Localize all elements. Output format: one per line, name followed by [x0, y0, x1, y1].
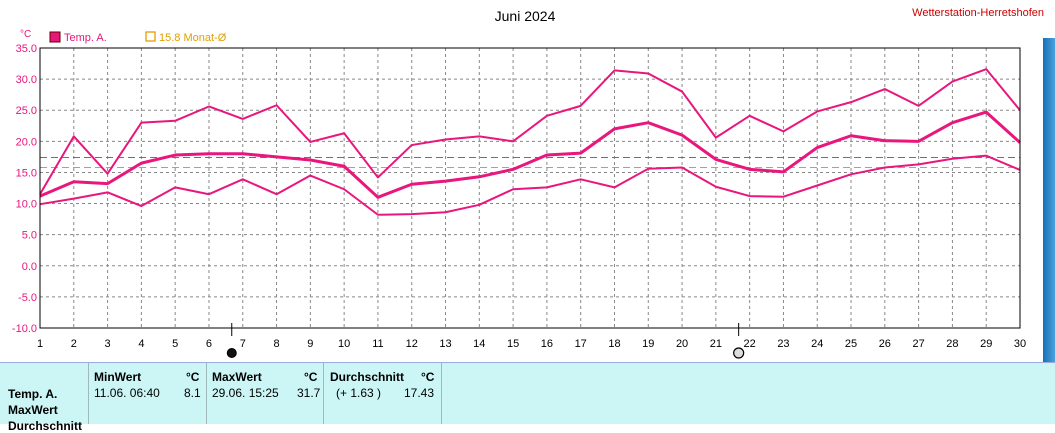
panel-divider [88, 363, 89, 424]
legend-series-label: Temp. A. [64, 32, 107, 44]
min-value: 8.1 [184, 386, 201, 400]
min-header: MinWert [94, 370, 142, 384]
series-lines [39, 68, 1022, 216]
x-tick-label: 11 [372, 338, 383, 350]
x-tick-label: 21 [710, 338, 722, 350]
panel-divider [323, 363, 324, 424]
panel-divider [206, 363, 207, 424]
y-tick-label: 15.0 [16, 167, 37, 179]
tick-labels: 35.030.025.020.015.010.05.00.0-5.0-10.01… [12, 43, 1026, 350]
y-tick-label: 10.0 [16, 199, 37, 211]
max-header: MaxWert [212, 370, 262, 384]
row-label-temp: Temp. A. [8, 387, 58, 401]
series-max-line [39, 68, 1021, 195]
x-tick-label: 18 [608, 338, 620, 350]
temperature-chart: 35.030.025.020.015.010.05.00.0-5.0-10.01… [12, 7, 1044, 359]
statistics-panel: Temp. A. MaxWert Durchschnitt MinWert °C… [0, 362, 1055, 433]
avg-value: 17.43 [404, 386, 435, 400]
x-tick-label: 1 [37, 338, 43, 350]
avg-diff: (+ 1.63 ) [336, 386, 382, 400]
series-min-line [39, 154, 1021, 216]
x-tick-label: 5 [172, 338, 178, 350]
y-tick-label: 25.0 [16, 105, 37, 117]
max-value: 31.7 [297, 386, 321, 400]
min-datetime: 11.06. 06:40 [94, 386, 160, 400]
y-tick-label: 35.0 [16, 43, 37, 55]
x-tick-label: 7 [240, 338, 246, 350]
chart-title: Juni 2024 [495, 8, 556, 24]
x-tick-label: 10 [338, 338, 350, 350]
x-tick-label: 2 [71, 338, 77, 350]
x-tick-label: 25 [845, 338, 857, 350]
y-tick-label: 30.0 [16, 74, 37, 86]
min-unit: °C [186, 370, 200, 384]
legend-avg-label: 15.8 Monat-Ø [159, 32, 227, 44]
x-tick-label: 26 [879, 338, 891, 350]
avg-header: Durchschnitt [330, 370, 405, 384]
x-tick-label: 19 [642, 338, 654, 350]
max-datetime: 29.06. 15:25 [212, 386, 279, 400]
window-edge-strip [1043, 38, 1055, 365]
x-tick-label: 4 [138, 338, 144, 350]
x-tick-label: 30 [1014, 338, 1026, 350]
y-tick-label: 20.0 [16, 136, 37, 148]
y-axis-unit: °C [20, 29, 31, 40]
y-tick-label: -5.0 [18, 292, 37, 304]
y-tick-label: -10.0 [12, 323, 37, 335]
moon-markers [226, 323, 745, 359]
x-tick-label: 23 [777, 338, 789, 350]
x-tick-label: 28 [946, 338, 958, 350]
station-name: Wetterstation-Herretshofen [912, 7, 1044, 19]
x-tick-label: 14 [473, 338, 485, 350]
x-tick-label: 22 [744, 338, 756, 350]
x-tick-label: 17 [575, 338, 587, 350]
x-tick-label: 3 [105, 338, 111, 350]
y-tick-label: 0.0 [22, 261, 37, 273]
reference-lines [40, 157, 1020, 168]
new-moon-icon [226, 348, 237, 358]
x-tick-label: 8 [273, 338, 279, 350]
x-tick-label: 9 [307, 338, 313, 350]
x-tick-label: 24 [811, 338, 823, 350]
x-tick-label: 16 [541, 338, 553, 350]
x-tick-label: 12 [406, 338, 418, 350]
max-unit: °C [304, 370, 318, 384]
x-tick-label: 20 [676, 338, 688, 350]
axes [39, 47, 1021, 329]
full-moon-icon [733, 347, 745, 359]
row-label-avg: Durchschnitt [8, 419, 83, 433]
plot-frame [39, 47, 1021, 329]
x-tick-label: 29 [980, 338, 992, 350]
panel-divider [441, 363, 442, 424]
row-label-max: MaxWert [8, 403, 58, 417]
y-tick-label: 5.0 [22, 230, 37, 242]
x-tick-label: 13 [439, 338, 451, 350]
legend-avg-swatch [145, 31, 156, 42]
series-avg-line [39, 110, 1022, 199]
avg-unit: °C [421, 370, 435, 384]
x-tick-label: 6 [206, 338, 212, 350]
x-tick-label: 15 [507, 338, 519, 350]
x-tick-label: 27 [912, 338, 924, 350]
legend-series-swatch [49, 31, 61, 43]
